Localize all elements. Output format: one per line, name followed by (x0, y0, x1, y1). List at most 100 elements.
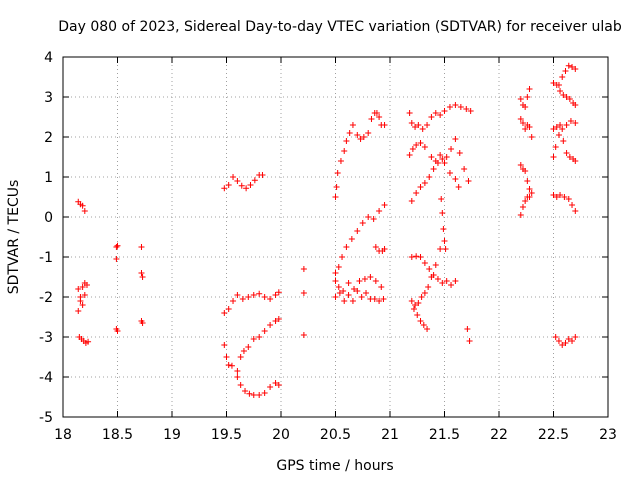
data-point-marker (519, 204, 526, 210)
series-arc-28 (517, 116, 535, 140)
data-point-marker (448, 282, 455, 288)
data-point-marker (332, 278, 339, 284)
data-point-marker (572, 158, 579, 164)
data-point-marker (372, 244, 379, 250)
data-point-marker (359, 220, 366, 226)
data-point-marker (408, 120, 415, 126)
data-point-marker (560, 138, 567, 144)
data-point-marker (432, 110, 439, 116)
data-point-marker (446, 170, 453, 176)
data-point-marker (524, 178, 531, 184)
data-point-marker (346, 130, 353, 136)
series-arc-23 (408, 246, 444, 308)
x-tick-label: 19.5 (211, 427, 242, 443)
data-point-marker (572, 334, 579, 340)
data-point-marker (557, 192, 564, 198)
data-point-marker (421, 290, 428, 296)
data-point-marker (256, 334, 263, 340)
data-point-marker (437, 112, 444, 118)
data-point-marker (415, 300, 422, 306)
data-point-marker (332, 270, 339, 276)
data-point-marker (376, 298, 383, 304)
data-point-marker (225, 306, 232, 312)
series-arc-12 (300, 266, 307, 338)
data-point-marker (442, 246, 449, 252)
chart-title: Day 080 of 2023, Sidereal Day-to-day VTE… (58, 19, 622, 35)
data-point-marker (275, 382, 282, 388)
data-point-marker (562, 68, 569, 74)
data-point-marker (428, 274, 435, 280)
data-point-marker (563, 94, 570, 100)
data-point-marker (426, 266, 433, 272)
data-point-marker (439, 280, 446, 286)
series-arc-30 (517, 194, 533, 218)
data-point-marker (550, 126, 557, 132)
data-point-marker (348, 236, 355, 242)
data-point-marker (250, 336, 257, 342)
series-arc-14 (332, 202, 388, 276)
y-tick-label: -4 (39, 370, 53, 386)
x-tick-label: 23 (599, 427, 617, 443)
data-point-marker (242, 388, 249, 394)
data-point-marker (406, 152, 413, 158)
data-point-marker (440, 226, 447, 232)
data-point-marker (75, 286, 82, 292)
series-arc-29 (517, 162, 535, 196)
data-point-marker (81, 292, 88, 298)
data-point-marker (463, 106, 470, 112)
data-point-marker (380, 296, 387, 302)
data-point-marker (114, 328, 121, 334)
data-point-marker (345, 292, 352, 298)
data-point-marker (223, 354, 230, 360)
data-point-marker (567, 118, 574, 124)
data-point-marker (85, 338, 92, 345)
y-tick-label: 2 (44, 130, 53, 146)
data-point-marker (572, 102, 579, 108)
data-point-marker (522, 104, 529, 110)
data-point-marker (555, 338, 562, 344)
data-point-marker (230, 174, 237, 180)
data-point-marker (354, 228, 361, 234)
data-point-marker (230, 298, 237, 304)
data-point-marker (221, 185, 228, 192)
data-point-marker (381, 246, 388, 252)
x-tick-label: 20.5 (320, 427, 351, 443)
data-point-marker (267, 296, 274, 302)
data-point-marker (572, 120, 579, 126)
x-tick-label: 21.5 (429, 427, 460, 443)
data-point-marker (565, 62, 572, 69)
series-arc-10 (221, 316, 282, 374)
data-point-marker (79, 202, 86, 209)
y-tick-label: 0 (44, 210, 53, 226)
data-point-marker (272, 380, 279, 386)
data-point-marker (239, 296, 246, 302)
data-point-marker (566, 154, 573, 160)
data-point-marker (413, 142, 420, 148)
data-point-marker (424, 122, 431, 128)
data-point-marker (373, 110, 380, 116)
data-point-marker (461, 166, 468, 172)
y-tick-label: 3 (44, 90, 53, 106)
data-point-marker (272, 292, 279, 298)
series-arc-31 (550, 80, 579, 108)
data-point-marker (557, 88, 564, 94)
data-point-marker (139, 320, 146, 326)
data-point-marker (519, 120, 526, 126)
data-point-marker (275, 316, 282, 322)
data-point-marker (424, 326, 431, 332)
data-point-marker (333, 184, 340, 190)
data-point-marker (560, 92, 567, 98)
data-point-marker (412, 302, 419, 308)
y-tick-label: 1 (44, 170, 53, 186)
data-point-marker (259, 172, 266, 178)
data-point-marker (452, 136, 459, 142)
data-point-marker (372, 278, 379, 284)
series-arc-32 (555, 62, 579, 88)
series-arc-34 (550, 122, 579, 164)
data-point-marker (425, 284, 432, 290)
data-point-marker (467, 108, 474, 114)
data-point-marker (345, 280, 352, 286)
data-point-marker (566, 96, 573, 102)
data-point-marker (343, 244, 350, 250)
